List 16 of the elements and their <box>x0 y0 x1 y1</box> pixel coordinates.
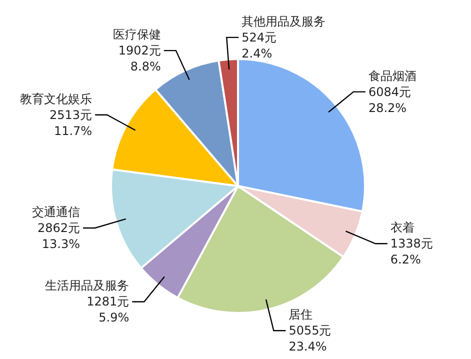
slice-label: 交通通信 <box>32 204 80 219</box>
data-label: 1338元 6.2% <box>390 236 433 267</box>
slice-label: 居住 <box>288 308 313 322</box>
data-label: 1281元 5.9% <box>86 294 130 325</box>
slice-label: 教育文化娱乐 <box>20 92 92 106</box>
data-label: 1902元 8.8% <box>118 44 161 74</box>
slice-label: 其他用品及服务 <box>242 14 326 28</box>
slice-label: 食品烟酒 <box>368 68 416 83</box>
slice-label: 医疗保健 <box>112 28 161 42</box>
data-label: 2862元 13.3% <box>37 220 80 251</box>
data-label: 524元 2.4% <box>242 30 277 60</box>
data-label: 2513元 11.7% <box>50 108 92 138</box>
slice-label: 衣着 <box>390 220 414 235</box>
slice-label: 生活用品及服务 <box>45 278 130 293</box>
data-label: 6084元 28.2% <box>368 84 412 115</box>
data-label: 5055元 23.4% <box>288 324 332 354</box>
